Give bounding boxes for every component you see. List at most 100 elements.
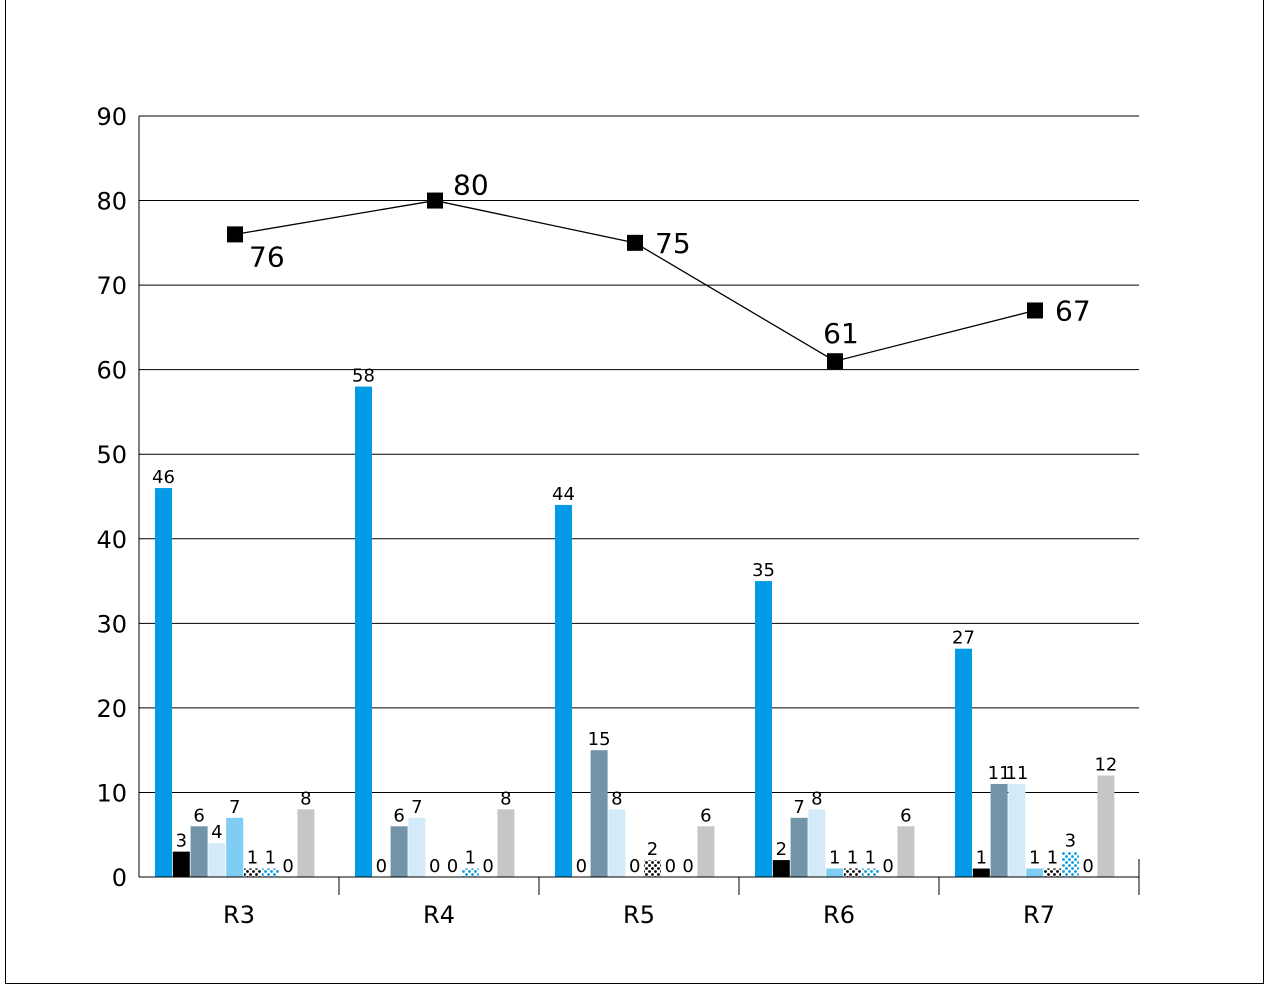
bar-s5-R3 bbox=[244, 868, 261, 877]
bar-s0-R6 bbox=[755, 581, 772, 877]
bar-s8-R3 bbox=[297, 809, 315, 877]
bar-s2-R5 bbox=[590, 750, 608, 877]
bar-value-label: 6 bbox=[393, 805, 404, 826]
bar-value-label: 2 bbox=[647, 839, 658, 860]
bar-s1-R3 bbox=[172, 851, 190, 877]
bar-s3-R7 bbox=[1008, 783, 1026, 877]
bar-s3-R3 bbox=[208, 843, 226, 877]
x-category-label: R5 bbox=[623, 901, 655, 929]
bar-s6-R7 bbox=[1061, 851, 1079, 877]
bar-value-label: 44 bbox=[552, 484, 575, 505]
bar-s4-R7 bbox=[1026, 868, 1044, 877]
bar-s1-R6 bbox=[772, 860, 790, 877]
x-category-label: R3 bbox=[223, 901, 255, 929]
bar-s2-R4 bbox=[390, 826, 408, 877]
line-value-label: 75 bbox=[655, 227, 691, 260]
bar-value-label: 8 bbox=[611, 788, 622, 809]
y-tick-label: 40 bbox=[96, 526, 127, 554]
bar-value-label: 7 bbox=[793, 797, 804, 818]
bar-value-label: 3 bbox=[176, 831, 187, 852]
bar-value-label: 1 bbox=[1047, 848, 1058, 869]
bar-value-label: 4 bbox=[211, 822, 222, 843]
line-value-label: 67 bbox=[1055, 294, 1091, 327]
bar-s8-R7 bbox=[1097, 775, 1115, 877]
bar-value-label: 3 bbox=[1065, 831, 1076, 852]
bar-value-label: 2 bbox=[776, 839, 787, 860]
bar-value-label: 15 bbox=[588, 729, 611, 750]
bar-value-label: 0 bbox=[482, 856, 493, 877]
bar-value-label: 0 bbox=[376, 856, 387, 877]
y-tick-label: 20 bbox=[96, 695, 127, 723]
bar-value-label: 35 bbox=[752, 560, 775, 581]
y-tick-label: 90 bbox=[96, 103, 127, 131]
bar-s0-R5 bbox=[555, 504, 572, 877]
line-marker-R3 bbox=[227, 226, 243, 243]
bar-value-label: 7 bbox=[411, 797, 422, 818]
bar-s5-R5 bbox=[644, 860, 661, 877]
y-axis-ticks: 0 10 20 30 40 50 60 70 80 90 bbox=[96, 103, 127, 892]
bar-value-label: 1 bbox=[865, 848, 876, 869]
bar-value-label: 0 bbox=[682, 856, 693, 877]
bar-s0-R7 bbox=[955, 648, 972, 877]
bar-s2-R3 bbox=[190, 826, 208, 877]
bar-s5-R7 bbox=[1044, 868, 1061, 877]
bar-s3-R5 bbox=[608, 809, 626, 877]
bar-value-label: 0 bbox=[882, 856, 893, 877]
gridlines bbox=[139, 115, 1139, 793]
bar-value-label: 1 bbox=[265, 848, 276, 869]
line-marker-R7 bbox=[1027, 302, 1043, 319]
bar-s8-R4 bbox=[497, 809, 515, 877]
bar-s4-R6 bbox=[826, 868, 844, 877]
line-marker-R4 bbox=[427, 192, 443, 209]
y-tick-label: 30 bbox=[96, 610, 127, 638]
bar-s6-R6 bbox=[861, 868, 879, 877]
x-category-label: R6 bbox=[823, 901, 855, 929]
bar-value-label: 0 bbox=[576, 856, 587, 877]
y-tick-label: 50 bbox=[96, 441, 127, 469]
bar-value-label: 1 bbox=[247, 848, 258, 869]
bar-value-label: 58 bbox=[352, 366, 375, 387]
bar-s8-R5 bbox=[697, 826, 715, 877]
bar-value-label: 27 bbox=[952, 628, 975, 649]
x-category-label: R7 bbox=[1023, 901, 1055, 929]
bar-value-label: 7 bbox=[229, 797, 240, 818]
y-tick-label: 70 bbox=[96, 272, 127, 300]
bar-value-label: 6 bbox=[700, 805, 711, 826]
line-marker-R6 bbox=[827, 353, 843, 370]
bar-value-label: 0 bbox=[629, 856, 640, 877]
bar-value-label: 0 bbox=[665, 856, 676, 877]
bar-s5-R6 bbox=[844, 868, 861, 877]
line-marker-R5 bbox=[627, 234, 643, 251]
bar-value-label: 0 bbox=[1082, 856, 1093, 877]
line-series: 76 80 75 61 67 bbox=[227, 169, 1091, 370]
bar-s3-R6 bbox=[808, 809, 826, 877]
bar-s6-R3 bbox=[261, 868, 279, 877]
bar-s0-R4 bbox=[355, 386, 372, 877]
bar-value-label: 8 bbox=[300, 788, 311, 809]
bar-s6-R4 bbox=[461, 868, 479, 877]
bar-value-label: 1 bbox=[847, 848, 858, 869]
bar-s3-R4 bbox=[408, 817, 426, 877]
y-tick-label: 60 bbox=[96, 357, 127, 385]
bar-value-label: 1 bbox=[465, 848, 476, 869]
bar-value-label: 1 bbox=[976, 848, 987, 869]
bar-value-label: 1 bbox=[1029, 848, 1040, 869]
bar-value-label: 46 bbox=[152, 467, 175, 488]
y-tick-label: 10 bbox=[96, 779, 127, 807]
bar-value-label: 6 bbox=[193, 805, 204, 826]
line-path bbox=[234, 199, 1036, 362]
bar-s4-R3 bbox=[226, 817, 244, 877]
bar-s0-R3 bbox=[155, 488, 172, 877]
bar-value-label: 1 bbox=[829, 848, 840, 869]
bar-value-label: 6 bbox=[900, 805, 911, 826]
bar-s1-R7 bbox=[972, 868, 990, 877]
line-value-label: 76 bbox=[249, 240, 285, 273]
y-tick-label: 0 bbox=[112, 864, 127, 892]
x-axis: R3 R4 R5 R6 R7 bbox=[138, 116, 1140, 929]
bar-s8-R6 bbox=[897, 826, 915, 877]
bar-value-label: 8 bbox=[500, 788, 511, 809]
line-value-label: 80 bbox=[453, 169, 489, 202]
x-category-label: R4 bbox=[423, 901, 455, 929]
